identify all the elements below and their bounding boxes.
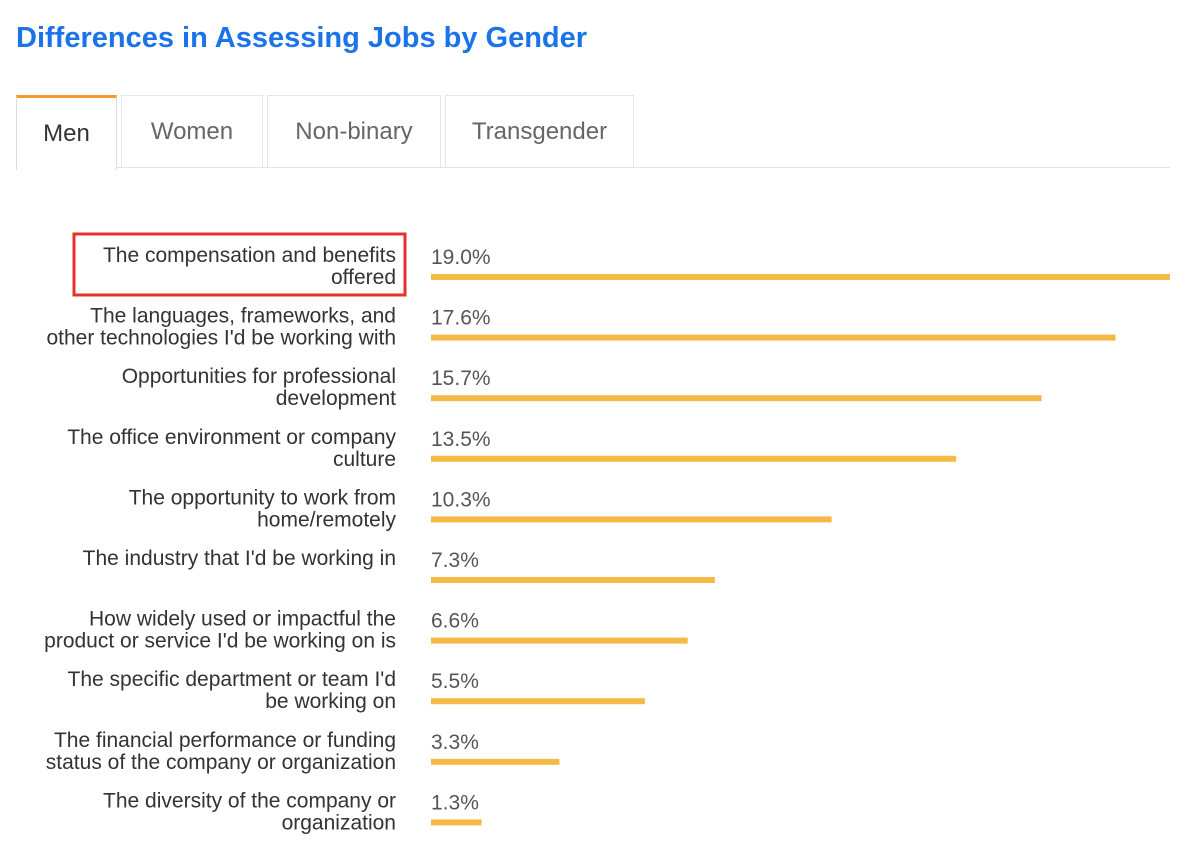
value-label: 15.7%: [431, 367, 491, 390]
value-label: 7.3%: [431, 549, 479, 572]
page-title: Differences in Assessing Jobs by Gender: [16, 22, 588, 54]
category-label-line: product or service I'd be working on is: [44, 630, 396, 653]
category-label: The diversity of the company or organizat…: [103, 789, 396, 834]
bar: [431, 516, 832, 523]
bar: [431, 395, 1042, 402]
tab-divider: [117, 167, 1170, 168]
bar: [431, 274, 1170, 280]
category-label-line: The specific department or team I'd: [68, 668, 397, 691]
category-label-line: The office environment or company: [67, 426, 396, 449]
category-label: The office environment or company culture: [67, 426, 396, 471]
gender-tabs: Men Women Non-binary Transgender: [16, 95, 638, 170]
category-label-line: offered: [331, 266, 396, 289]
bar: [431, 637, 688, 644]
value-label: 19.0%: [431, 246, 491, 269]
category-label-line: home/remotely: [257, 508, 396, 531]
category-label: The industry that I'd be working in: [83, 547, 396, 570]
category-label-line: development: [276, 387, 396, 410]
value-label: 13.5%: [431, 428, 491, 451]
category-label: How widely used or impactful the product …: [44, 608, 396, 653]
category-label-line: be working on: [265, 690, 396, 713]
category-label-line: status of the company or organization: [46, 751, 396, 774]
bar: [431, 819, 482, 826]
category-label-line: culture: [333, 448, 396, 471]
bar: [431, 758, 560, 765]
category-label-line: organization: [282, 811, 396, 834]
highlight-box: [72, 232, 407, 297]
value-label: 5.5%: [431, 670, 479, 693]
category-label-line: The industry that I'd be working in: [83, 547, 396, 570]
tab-men[interactable]: Men: [16, 95, 117, 170]
tab-women[interactable]: Women: [121, 95, 263, 168]
value-label: 6.6%: [431, 610, 479, 633]
category-label-line: The diversity of the company or: [103, 789, 396, 812]
category-label: The compensation and benefits offered: [103, 244, 396, 289]
category-label-line: The financial performance or funding: [54, 729, 396, 752]
category-label: The financial performance or funding stat…: [46, 729, 396, 774]
category-label-line: How widely used or impactful the: [89, 608, 396, 631]
bar: [431, 455, 957, 462]
category-label: The opportunity to work from home/remotel…: [129, 486, 397, 531]
value-label: 10.3%: [431, 488, 491, 511]
category-label-line: other technologies I'd be working with: [46, 327, 396, 350]
category-label-line: The languages, frameworks, and: [90, 305, 396, 328]
value-label: 17.6%: [431, 307, 491, 330]
tab-non-binary[interactable]: Non-binary: [267, 95, 441, 168]
value-label: 1.3%: [431, 791, 479, 814]
bar: [431, 334, 1116, 341]
bar: [431, 698, 645, 705]
category-label: Opportunities for professional developmen…: [122, 365, 396, 410]
category-label: The languages, frameworks, and other tech…: [46, 305, 396, 350]
value-label: 3.3%: [431, 731, 479, 754]
bar: [431, 577, 715, 583]
tab-transgender[interactable]: Transgender: [445, 95, 634, 168]
category-label-line: Opportunities for professional: [122, 365, 396, 388]
category-label-line: The compensation and benefits: [103, 244, 396, 267]
category-label: The specific department or team I'd be wo…: [68, 668, 397, 713]
category-label-line: The opportunity to work from: [129, 486, 396, 509]
